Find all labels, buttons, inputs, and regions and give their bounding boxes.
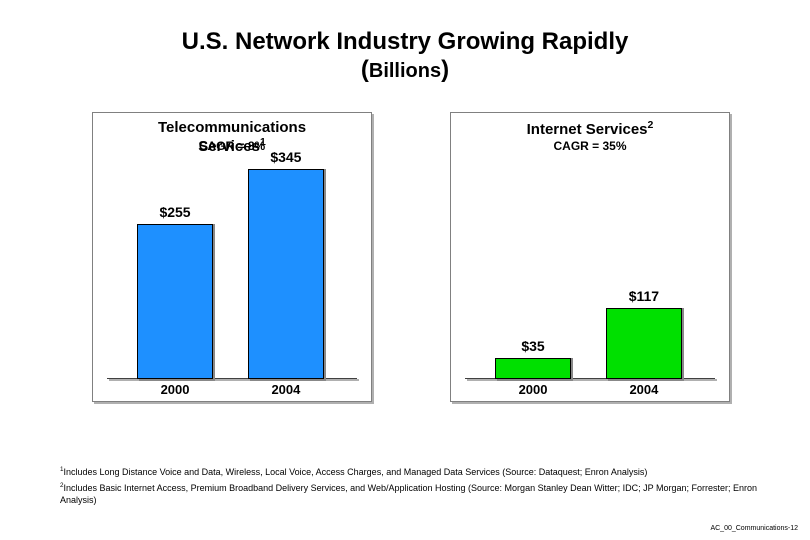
telecom-panel: Telecommunications Services1 CAGR = 8% $…	[92, 112, 372, 402]
bar-value-label: $35	[485, 338, 581, 354]
internet-cagr: CAGR = 35%	[451, 139, 729, 153]
slide: U.S. Network Industry Growing Rapidly (B…	[0, 0, 810, 540]
bar	[495, 358, 571, 379]
x-axis-label: 2004	[596, 382, 692, 397]
x-axis-label: 2004	[238, 382, 334, 397]
bar	[606, 308, 682, 379]
bar-value-label: $345	[238, 149, 334, 165]
telecom-chart: $255$345	[107, 171, 357, 379]
footnotes: 1Includes Long Distance Voice and Data, …	[60, 462, 770, 510]
bar-value-label: $117	[596, 288, 692, 304]
x-axis-label: 2000	[485, 382, 581, 397]
title-line2: (Billions)	[0, 56, 810, 84]
title-line1: U.S. Network Industry Growing Rapidly	[0, 28, 810, 56]
internet-panel: Internet Services2 CAGR = 35% $35 $117 20…	[450, 112, 730, 402]
x-axis-label: 2000	[127, 382, 223, 397]
internet-chart: $35 $117	[465, 171, 715, 379]
footnote-2: 2Includes Basic Internet Access, Premium…	[60, 482, 770, 506]
slide-id: AC_00_Communications-12	[710, 525, 798, 532]
footnote-1: 1Includes Long Distance Voice and Data, …	[60, 466, 770, 478]
internet-header: Internet Services2	[451, 119, 729, 138]
bar-value-label: $255	[127, 204, 223, 220]
bar	[137, 224, 213, 379]
bar	[248, 169, 324, 379]
page-title: U.S. Network Industry Growing Rapidly (B…	[0, 28, 810, 83]
